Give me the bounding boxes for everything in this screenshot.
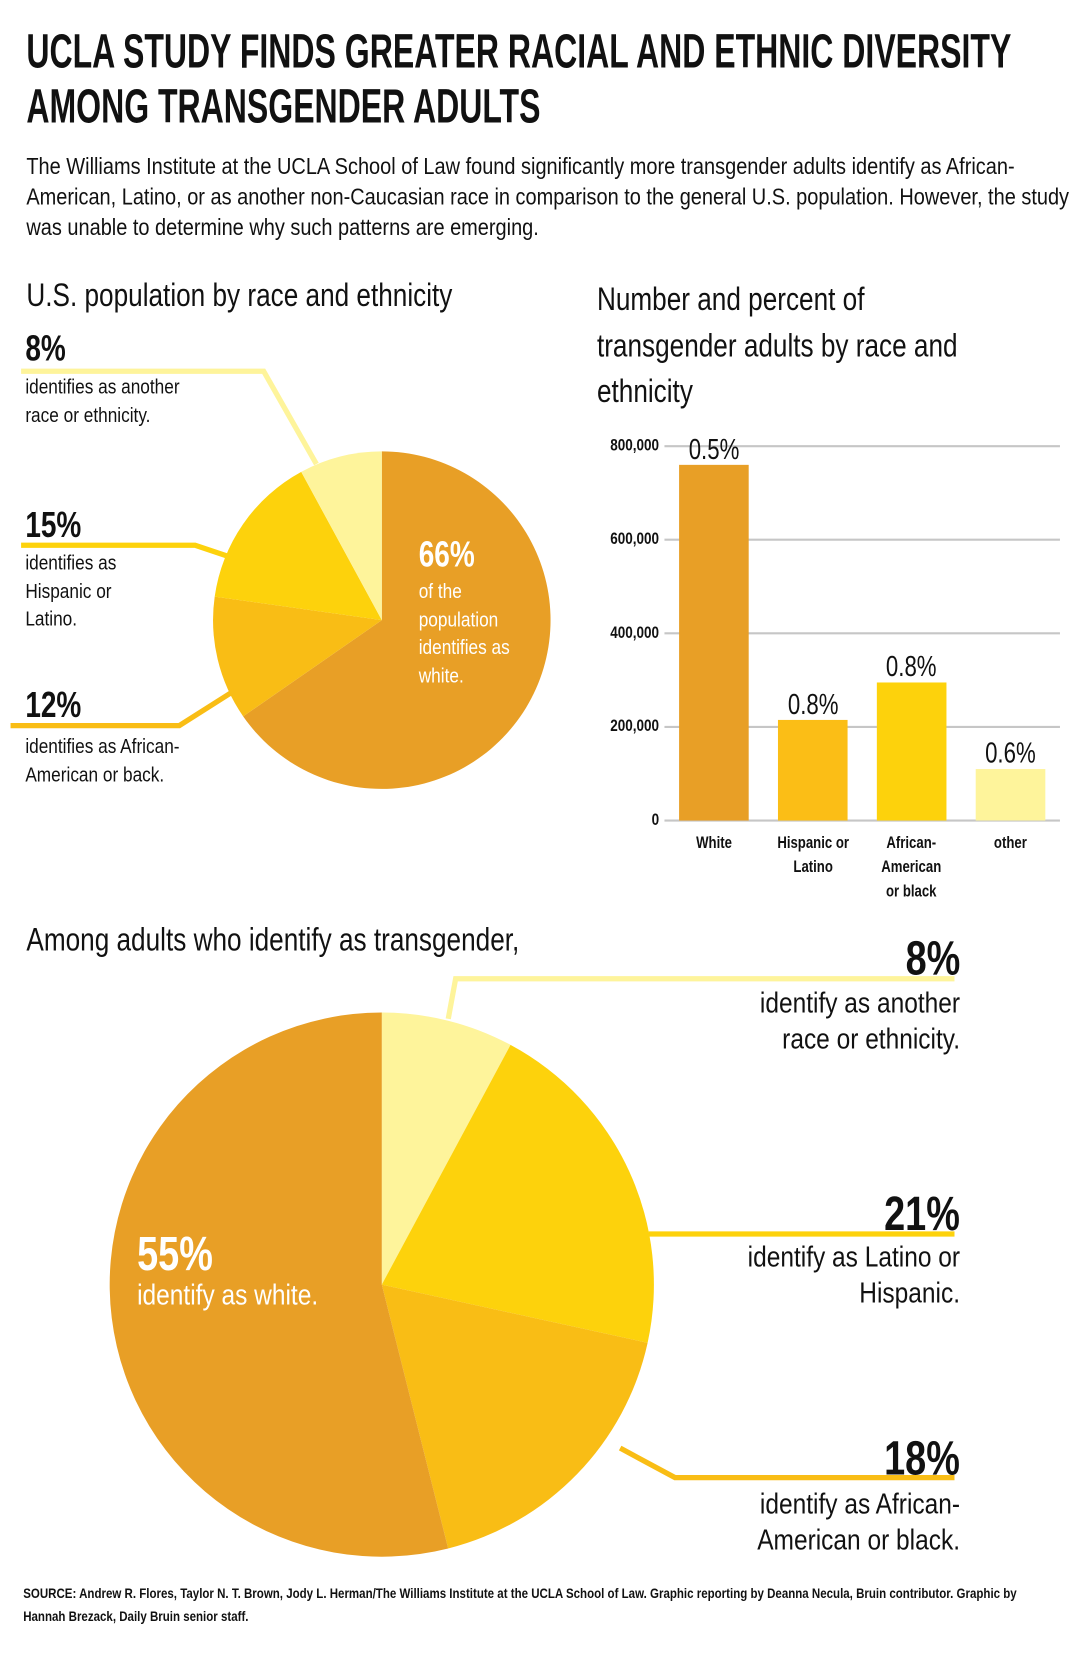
pie-slice — [213, 596, 382, 717]
bar — [975, 769, 1046, 821]
x-tick-label: White — [695, 834, 732, 853]
x-tick-label: Hispanic or Latino — [776, 834, 849, 877]
pie-slice — [301, 451, 382, 621]
slice-description: identify as African-American or black. — [756, 1488, 960, 1556]
slice-description: identifies as African-American or back. — [25, 736, 180, 787]
slice-description: identifies as Hispanic or Latino. — [25, 552, 117, 631]
pie-slice — [109, 1012, 449, 1557]
y-tick-label: 600,000 — [610, 530, 660, 549]
slice-value-label: 8% — [25, 329, 66, 370]
subtitle: The Williams Institute at the UCLA Schoo… — [26, 152, 1070, 241]
slice-value-label: 18% — [884, 1430, 960, 1485]
bar — [876, 682, 947, 821]
pie-slice — [381, 1044, 654, 1343]
y-tick-label: 200,000 — [610, 717, 660, 736]
chart-title: Among adults who identify as transgender… — [26, 920, 520, 958]
bar-annotation: 0.8% — [787, 688, 839, 720]
leader-line — [445, 976, 955, 1020]
chart-title: U.S. population by race and ethnicity — [26, 276, 453, 314]
pie-slice — [381, 1012, 511, 1285]
pie-slice — [381, 1284, 648, 1549]
slice-description: of the population identifies as white. — [418, 581, 510, 688]
pie-slice — [214, 471, 382, 621]
slice-value-label: 55% — [137, 1225, 213, 1281]
bar — [679, 464, 749, 821]
title: UCLA STUDY FINDS GREATER RACIAL AND ETHN… — [26, 23, 1011, 133]
leader-line — [10, 688, 236, 729]
slice-description: identify as white. — [137, 1279, 319, 1311]
slice-value-label: 21% — [884, 1185, 960, 1241]
chart-title: Number and percent of transgender adults… — [596, 280, 958, 410]
slice-description: identify as another race or ethnicity. — [759, 987, 960, 1055]
bar — [777, 719, 848, 821]
slice-description: identify as Latino or Hispanic. — [747, 1241, 960, 1309]
x-tick-label: African-American or black — [881, 834, 942, 901]
pie-slice — [243, 451, 551, 789]
bar-annotation: 0.8% — [886, 650, 937, 683]
leader-line — [618, 1445, 955, 1481]
leader-line — [21, 368, 319, 466]
bar-annotation: 0.5% — [688, 433, 740, 465]
y-tick-label: 400,000 — [610, 623, 660, 642]
slice-description: identifies as another race or ethnicity. — [25, 376, 180, 427]
slice-value-label: 12% — [25, 685, 82, 726]
source: SOURCE: Andrew R. Flores, Taylor N. T. B… — [23, 1585, 1017, 1625]
x-tick-label: other — [994, 834, 1027, 853]
leader-line — [21, 542, 228, 559]
slice-value-label: 15% — [25, 505, 82, 546]
slice-value-label: 66% — [418, 534, 475, 575]
bar-annotation: 0.6% — [985, 737, 1036, 770]
y-tick-label: 0 — [651, 811, 660, 829]
y-tick-label: 800,000 — [610, 436, 660, 455]
slice-value-label: 8% — [905, 930, 960, 986]
